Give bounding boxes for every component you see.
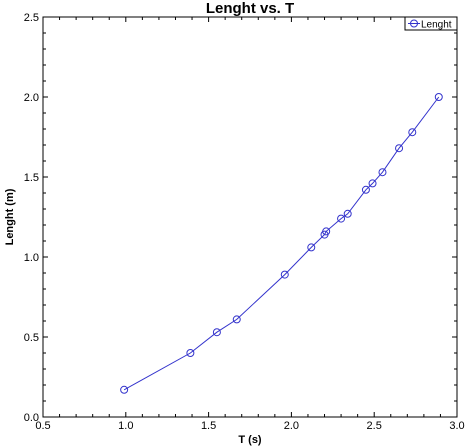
legend-marker-icon	[410, 19, 418, 28]
y-tick-label: 1.0	[24, 252, 39, 264]
data-point[interactable]	[212, 328, 221, 337]
data-point[interactable]	[368, 179, 377, 188]
data-point[interactable]	[395, 144, 404, 153]
x-tick-label: 2.0	[284, 420, 299, 432]
legend-box	[404, 16, 458, 31]
x-tick-label: 2.5	[367, 420, 382, 432]
plot-frame	[42, 16, 458, 418]
data-point[interactable]	[280, 270, 289, 279]
data-point[interactable]	[361, 185, 370, 194]
x-axis: 0.5 1.0 1.5 2.0 2.5 3.0	[35, 17, 465, 432]
series-line-lenght	[123, 96, 440, 391]
y-tick-label: 1.5	[24, 172, 39, 184]
data-point[interactable]	[378, 168, 387, 177]
y-axis-label: Lenght (m)	[4, 188, 16, 245]
x-tick-label: 3.0	[449, 420, 464, 432]
y-tick-label: 2.0	[24, 92, 39, 104]
data-point[interactable]	[337, 214, 346, 223]
data-point[interactable]	[307, 243, 316, 252]
data-point[interactable]	[408, 128, 417, 137]
data-point[interactable]	[434, 93, 443, 101]
y-tick-label: 0.5	[24, 332, 39, 344]
data-point[interactable]	[232, 315, 241, 324]
x-tick-label: 1.0	[118, 420, 133, 432]
data-point[interactable]	[120, 385, 129, 394]
y-axis: 0.0 0.5 1.0 1.5 2.0 2.5	[24, 12, 457, 424]
x-axis-label: T (s)	[238, 434, 262, 446]
data-point[interactable]	[186, 349, 195, 357]
y-tick-label: 0.0	[24, 412, 39, 424]
data-point[interactable]	[322, 227, 331, 236]
legend-entry-lenght: Lenght	[421, 20, 452, 31]
legend[interactable]: Lenght	[404, 16, 458, 31]
chart-title: Lenght vs. T	[206, 0, 294, 17]
x-tick-label: 1.5	[201, 420, 216, 432]
y-tick-label: 2.5	[24, 12, 39, 24]
series-layer	[120, 93, 443, 394]
x-tick-label: 0.5	[35, 420, 50, 432]
data-point[interactable]	[343, 209, 352, 218]
